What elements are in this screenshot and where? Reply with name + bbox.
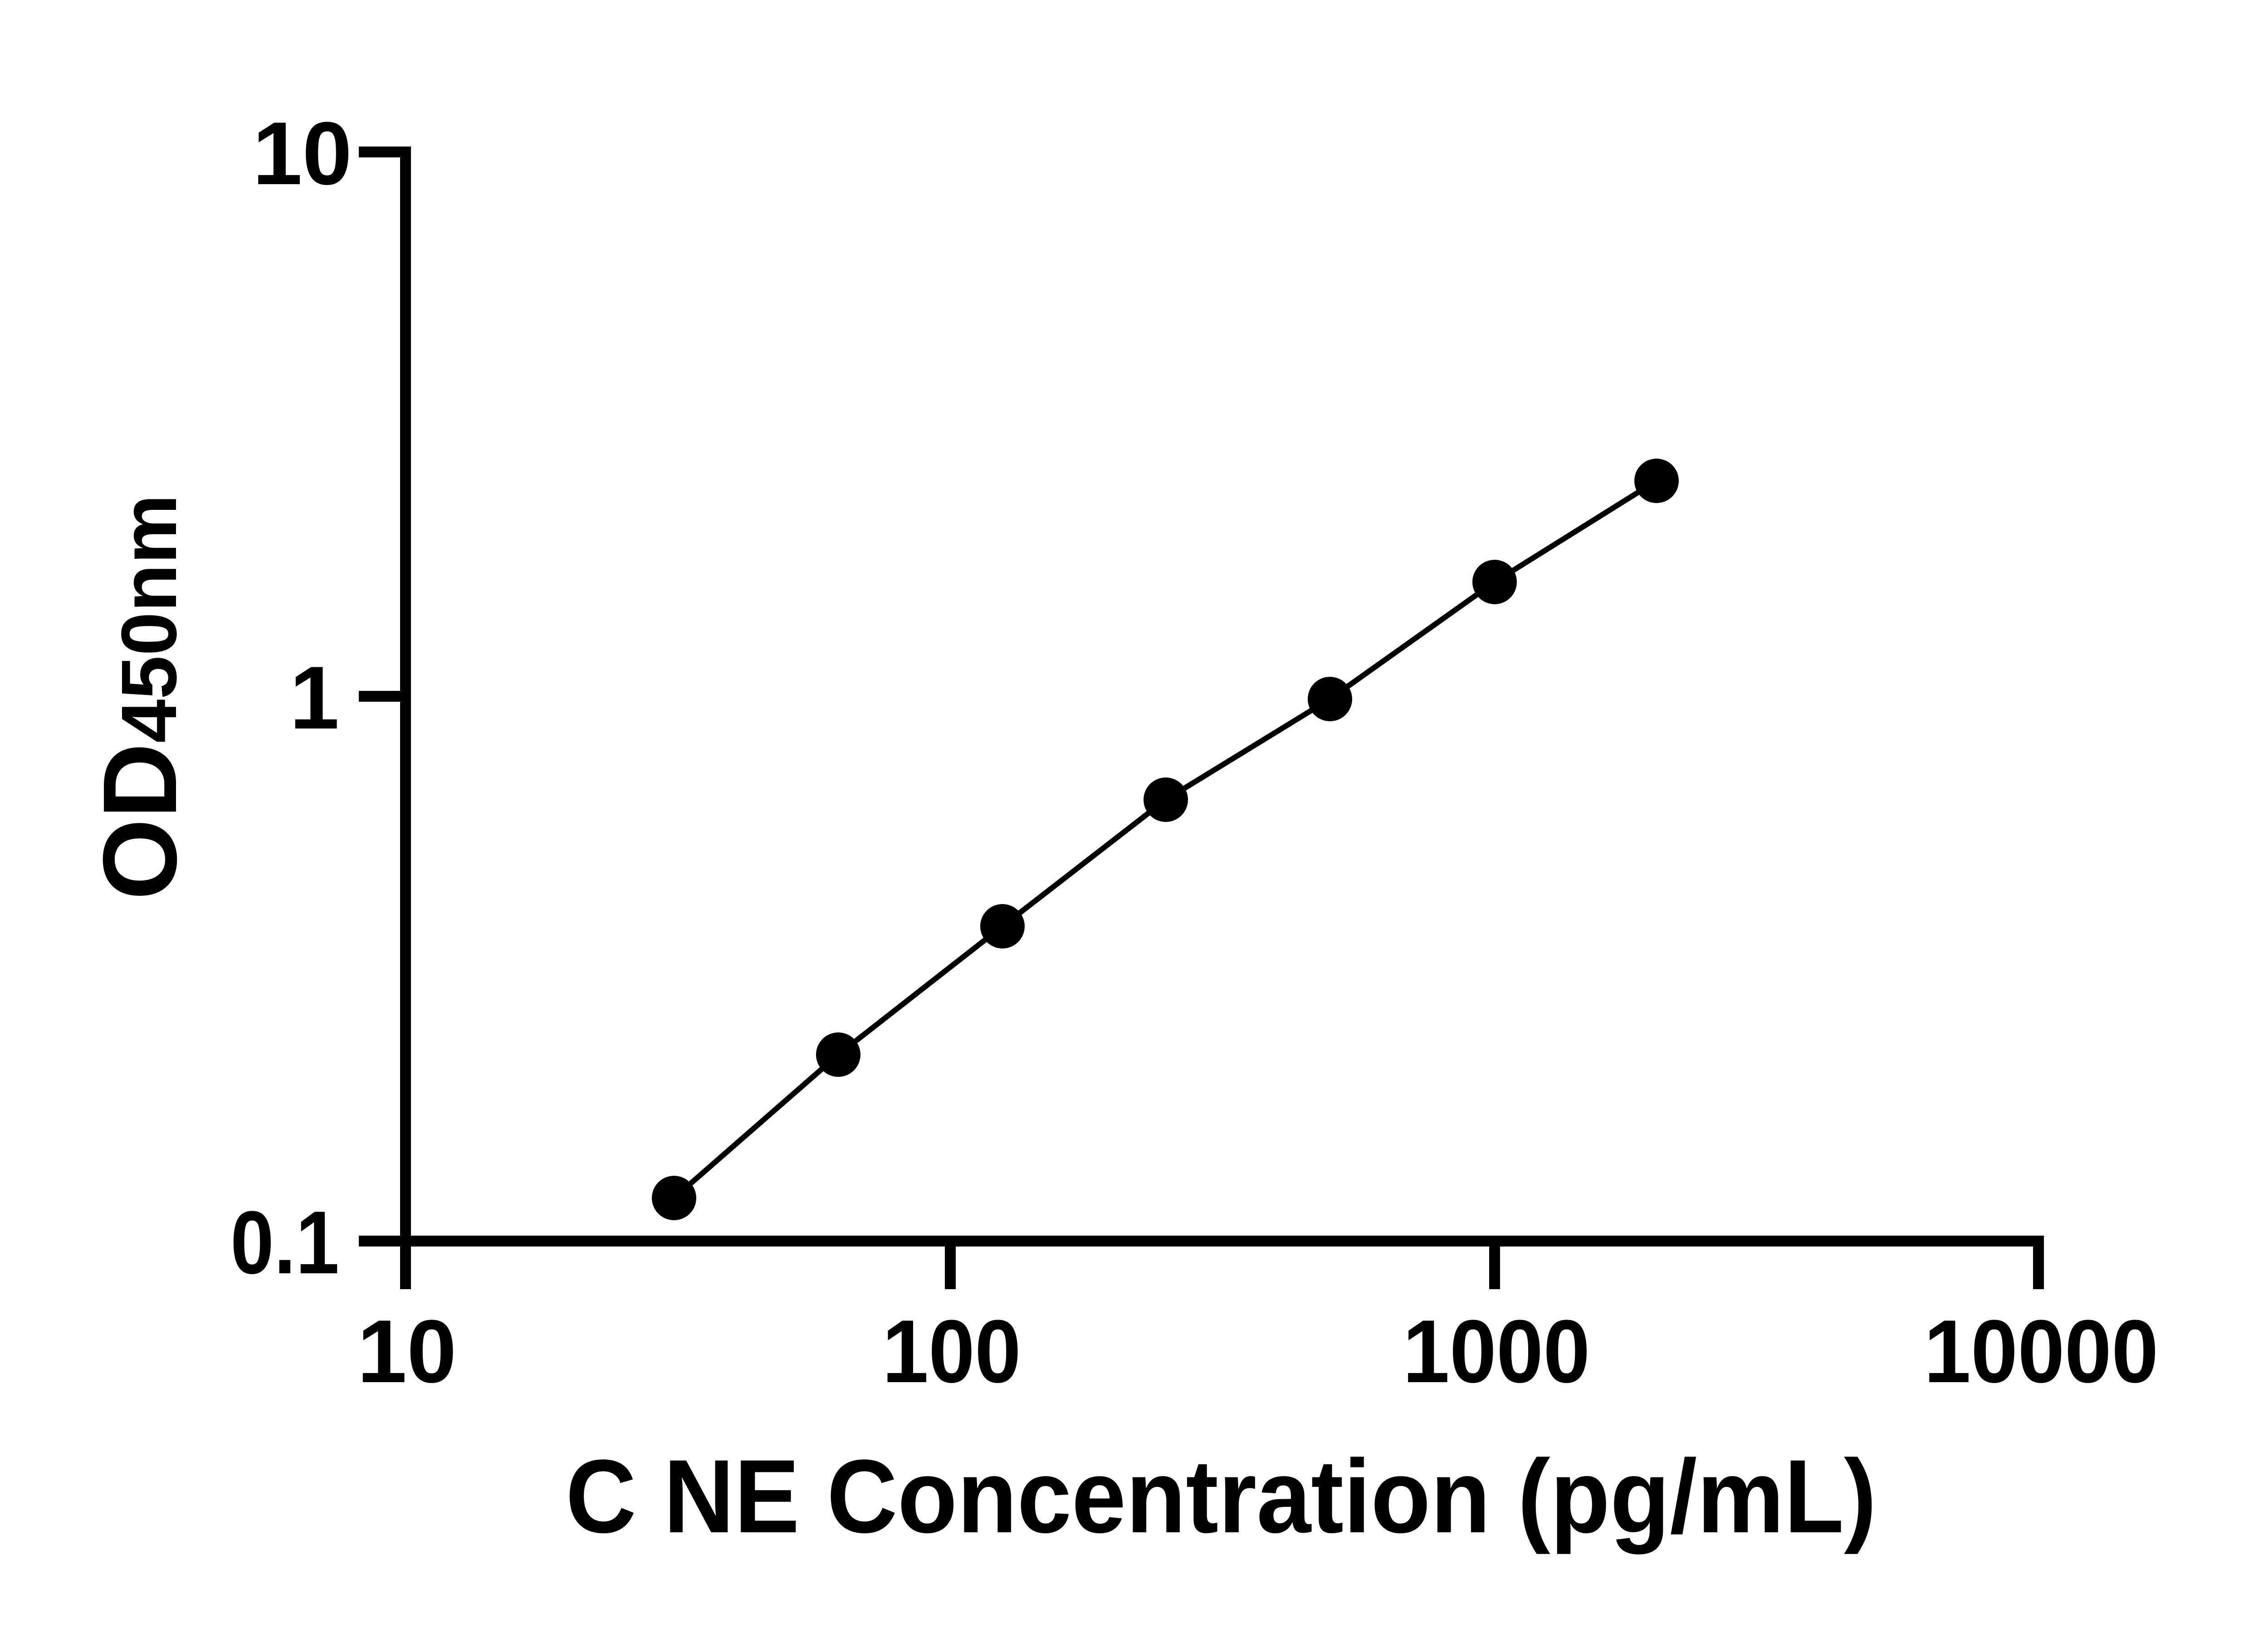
svg-text:C NE Concentration (pg/mL): C NE Concentration (pg/mL) <box>566 1438 1877 1555</box>
svg-text:1: 1 <box>289 648 339 748</box>
svg-text:10: 10 <box>253 103 352 203</box>
svg-text:1000: 1000 <box>1403 1301 1590 1401</box>
svg-text:10: 10 <box>357 1301 456 1401</box>
svg-text:10000: 10000 <box>1924 1301 2159 1401</box>
svg-text:0.1: 0.1 <box>230 1193 339 1292</box>
svg-text:100: 100 <box>882 1301 1021 1401</box>
